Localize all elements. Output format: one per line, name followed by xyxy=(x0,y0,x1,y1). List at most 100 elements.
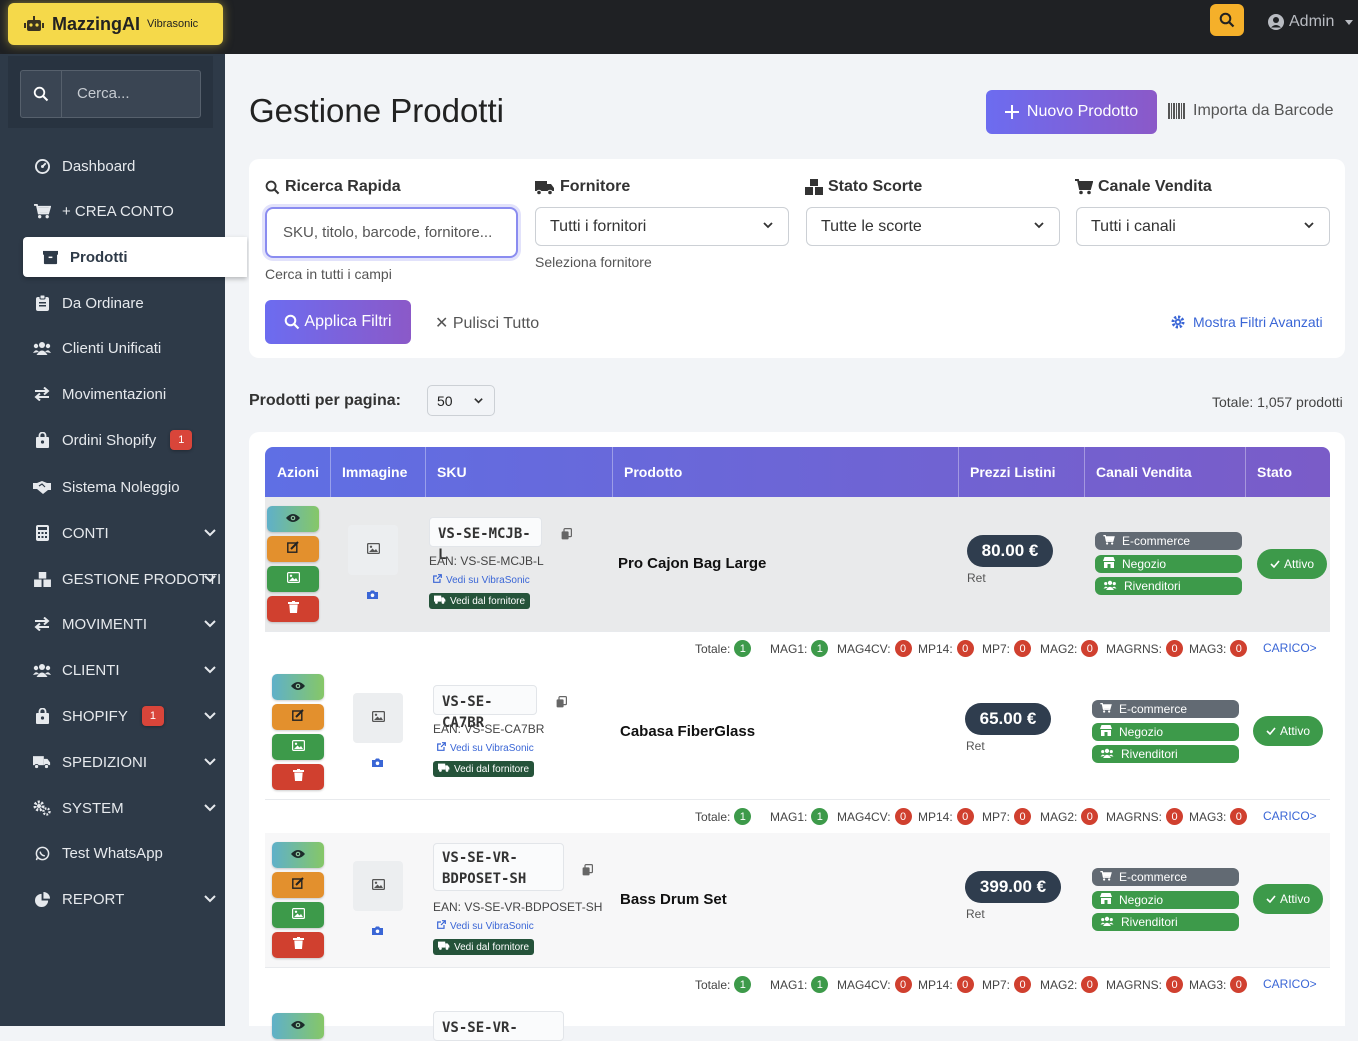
th-azioni[interactable]: Azioni xyxy=(277,464,319,480)
price-badge: 80.00 € xyxy=(967,535,1053,567)
stock-count-badge: 1 xyxy=(811,808,829,825)
sidebar-item-dashboard[interactable]: Dashboard xyxy=(0,146,225,186)
per-page-select[interactable]: 50 xyxy=(427,385,495,416)
sidebar-item-movimentazioni[interactable]: Movimentazioni xyxy=(0,374,225,414)
stock-totale: Totale: 1 xyxy=(695,640,752,657)
th-immagine[interactable]: Immagine xyxy=(342,464,408,480)
view-button[interactable] xyxy=(267,506,319,532)
channel-rivenditori: Rivenditori xyxy=(1092,745,1239,763)
row-divider xyxy=(265,967,1330,968)
search-icon[interactable] xyxy=(21,71,62,117)
stock-mp7: MP7: 0 xyxy=(982,640,1032,657)
product-name[interactable]: Pro Cajon Bag Large xyxy=(618,555,767,572)
top-search-button[interactable] xyxy=(1210,4,1244,36)
product-thumbnail[interactable] xyxy=(353,693,403,743)
view-button[interactable] xyxy=(272,842,324,868)
channel-select[interactable]: Tutti i canali xyxy=(1076,207,1330,246)
sidebar-item-sistema-noleggio[interactable]: Sistema Noleggio xyxy=(0,467,225,507)
chevron-down-icon xyxy=(474,398,483,404)
sidebar-search-box[interactable]: Cerca... xyxy=(20,70,201,118)
user-menu[interactable]: Admin xyxy=(1268,13,1354,31)
new-product-button[interactable]: Nuovo Prodotto xyxy=(986,90,1157,134)
view-button[interactable] xyxy=(272,1013,324,1039)
clear-filters-button[interactable]: ✕ Pulisci Tutto xyxy=(435,315,540,332)
edit-button[interactable] xyxy=(272,704,324,730)
view-button[interactable] xyxy=(272,674,324,700)
th-prodotto[interactable]: Prodotto xyxy=(624,464,683,480)
th-canali[interactable]: Canali Vendita xyxy=(1096,464,1192,480)
sidebar-item-system[interactable]: SYSTEM xyxy=(0,788,225,828)
images-button[interactable] xyxy=(267,566,319,592)
edit-button[interactable] xyxy=(272,872,324,898)
product-name[interactable]: Cabasa FiberGlass xyxy=(620,723,756,740)
view-supplier-button[interactable]: Vedi dal fornitore xyxy=(433,939,535,955)
quick-search-input[interactable]: SKU, titolo, barcode, fornitore... xyxy=(265,207,518,258)
carico-link[interactable]: CARICO> xyxy=(1263,641,1317,655)
delete-button[interactable] xyxy=(272,764,324,790)
camera-icon[interactable] xyxy=(367,586,381,599)
channel-icon xyxy=(1103,579,1117,593)
view-on-site-link[interactable]: Vedi su VibraSonic xyxy=(437,920,534,932)
view-on-site-link[interactable]: Vedi su VibraSonic xyxy=(437,742,534,754)
sidebar-item-prodotti[interactable]: Prodotti xyxy=(23,237,247,277)
status-badge[interactable]: Attivo xyxy=(1253,716,1323,746)
import-barcode-button[interactable]: Importa da Barcode xyxy=(1168,102,1334,120)
sidebar-item-shopify[interactable]: SHOPIFY 1 xyxy=(0,696,225,736)
brand-logo[interactable]: MazzingAI Vibrasonic xyxy=(8,3,223,45)
chevron-down-icon xyxy=(204,712,216,720)
box-icon xyxy=(41,248,59,266)
status-badge[interactable]: Attivo xyxy=(1257,549,1327,579)
apply-filters-button[interactable]: Applica Filtri xyxy=(265,300,411,344)
product-thumbnail[interactable] xyxy=(353,861,403,911)
sidebar-item-label: Dashboard xyxy=(62,157,136,175)
sidebar-item-ordini-shopify[interactable]: Ordini Shopify 1 xyxy=(0,420,225,460)
camera-icon[interactable] xyxy=(372,754,386,767)
sidebar-item-gestione-prodotti[interactable]: GESTIONE PRODOTTI xyxy=(0,559,225,599)
channel-icon xyxy=(1100,747,1114,761)
images-button[interactable] xyxy=(272,902,324,928)
sidebar-item-test-whatsapp[interactable]: Test WhatsApp xyxy=(0,833,225,873)
sidebar-item-spedizioni[interactable]: SPEDIZIONI xyxy=(0,742,225,782)
sidebar-item-crea-conto[interactable]: + CREA CONTO xyxy=(0,191,225,231)
sidebar-item-da-ordinare[interactable]: Da Ordinare xyxy=(0,283,225,323)
images-button[interactable] xyxy=(272,734,324,760)
supplier-select[interactable]: Tutti i fornitori xyxy=(535,207,789,246)
stock-select[interactable]: Tutte le scorte xyxy=(806,207,1060,246)
search-icon xyxy=(285,314,300,330)
stock-count-badge: 0 xyxy=(1014,640,1032,657)
search-icon xyxy=(1219,12,1235,28)
th-prezzi[interactable]: Prezzi Listini xyxy=(970,464,1056,480)
brand-name: MazzingAI xyxy=(52,13,140,34)
sidebar-item-clienti[interactable]: CLIENTI xyxy=(0,650,225,690)
sidebar-item-conti[interactable]: CONTI xyxy=(0,513,225,553)
status-badge[interactable]: Attivo xyxy=(1253,884,1323,914)
sidebar-item-clienti-unificati[interactable]: Clienti Unificati xyxy=(0,328,225,368)
camera-icon[interactable] xyxy=(372,922,386,935)
stock-count-badge: 0 xyxy=(1081,808,1099,825)
delete-button[interactable] xyxy=(267,596,319,622)
sidebar-item-label: Movimentazioni xyxy=(62,385,167,403)
delete-button[interactable] xyxy=(272,932,324,958)
view-supplier-button[interactable]: Vedi dal fornitore xyxy=(429,593,531,609)
product-name[interactable]: Bass Drum Set xyxy=(620,891,727,908)
advanced-filters-link[interactable]: Mostra Filtri Avanzati xyxy=(1171,314,1323,330)
view-supplier-button[interactable]: Vedi dal fornitore xyxy=(433,761,535,777)
sidebar-item-report[interactable]: REPORT xyxy=(0,879,225,919)
product-thumbnail[interactable] xyxy=(348,525,398,575)
notification-badge: 1 xyxy=(170,430,193,450)
carico-link[interactable]: CARICO> xyxy=(1263,809,1317,823)
sidebar-item-movimenti[interactable]: MOVIMENTI xyxy=(0,604,225,644)
th-stato[interactable]: Stato xyxy=(1257,464,1292,480)
copy-icon[interactable] xyxy=(561,527,573,540)
carico-link[interactable]: CARICO> xyxy=(1263,977,1317,991)
copy-icon[interactable] xyxy=(582,863,594,876)
search-filter-label: Ricerca Rapida xyxy=(265,178,401,196)
stock-count-badge: 1 xyxy=(811,976,829,993)
th-sku[interactable]: SKU xyxy=(437,464,467,480)
sidebar-search-input[interactable]: Cerca... xyxy=(77,85,130,102)
sku-code: VS-SE-VR- BDPOSET-SH xyxy=(433,843,564,891)
edit-button[interactable] xyxy=(267,536,319,562)
view-on-site-link[interactable]: Vedi su VibraSonic xyxy=(433,574,530,586)
copy-icon[interactable] xyxy=(556,695,568,708)
header-divider xyxy=(425,447,426,497)
